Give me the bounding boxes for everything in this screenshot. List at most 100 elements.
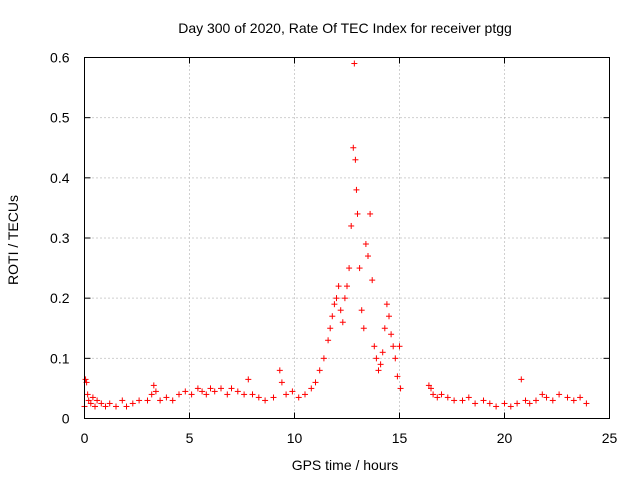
data-point [346, 265, 353, 272]
data-point [182, 388, 189, 395]
data-point [255, 394, 262, 401]
data-point [392, 355, 399, 362]
data-point [444, 394, 451, 401]
data-point [119, 397, 126, 404]
x-tick-label: 5 [186, 430, 194, 446]
data-point [377, 361, 384, 368]
data-point [353, 186, 360, 193]
data-point [480, 397, 487, 404]
chart-title: Day 300 of 2020, Rate Of TEC Index for r… [178, 20, 512, 36]
data-point [549, 397, 556, 404]
x-tick-label: 25 [602, 430, 618, 446]
data-point [577, 394, 584, 401]
data-point [176, 391, 182, 398]
data-point [352, 156, 359, 163]
x-tick-label: 10 [287, 430, 303, 446]
data-point [369, 277, 376, 284]
data-point [302, 391, 308, 398]
data-point [92, 403, 98, 410]
data-point [89, 394, 96, 401]
data-point [278, 379, 285, 386]
y-tick-label: 0.3 [50, 230, 70, 246]
data-point [564, 394, 571, 401]
axis-ticks [84, 57, 610, 419]
data-point [270, 394, 277, 401]
y-axis-label: ROTI / TECUs [5, 195, 21, 285]
data-point [102, 403, 109, 410]
data-point [316, 367, 323, 374]
data-point [438, 391, 445, 398]
y-tick-labels: 0 0.1 0.2 0.3 0.4 0.5 0.6 [50, 50, 70, 427]
data-point [526, 400, 533, 407]
data-point [245, 376, 252, 383]
data-point [169, 397, 176, 404]
data-point [556, 391, 563, 398]
y-tick-label: 0.6 [50, 50, 70, 66]
data-point [522, 397, 529, 404]
data-point [283, 391, 290, 398]
data-point [543, 394, 550, 401]
data-point [203, 391, 210, 398]
data-point [341, 295, 348, 302]
data-point [501, 400, 508, 407]
x-axis-label: GPS time / hours [292, 457, 399, 473]
data-point [570, 397, 577, 404]
data-point [425, 382, 432, 389]
data-point [390, 343, 397, 350]
data-point [514, 400, 521, 407]
data-point [459, 397, 466, 404]
data-point [295, 394, 302, 401]
data-point [228, 385, 235, 392]
data-point [289, 388, 296, 395]
data-point [493, 403, 500, 410]
data-point [224, 391, 231, 398]
data-point [351, 60, 358, 67]
data-point [397, 385, 404, 392]
data-point [249, 391, 256, 398]
data-point [350, 144, 357, 151]
y-tick-label: 0.1 [50, 350, 70, 366]
data-point [85, 397, 92, 404]
data-point [262, 397, 269, 404]
data-point [211, 388, 218, 395]
plot-frame [84, 57, 610, 419]
data-point [335, 283, 342, 290]
data-point [430, 391, 437, 398]
data-point [82, 376, 89, 383]
data-points [81, 60, 590, 410]
data-point [451, 397, 458, 404]
data-point [308, 385, 315, 392]
data-point [339, 319, 346, 326]
y-tick-label: 0 [62, 411, 70, 427]
x-tick-label: 0 [81, 430, 89, 446]
data-point [331, 301, 338, 308]
data-point [486, 400, 493, 407]
data-point [234, 388, 241, 395]
data-point [354, 210, 361, 217]
data-point [533, 397, 539, 404]
data-point [163, 394, 170, 401]
data-point [388, 331, 395, 338]
data-point [375, 367, 382, 374]
data-point [144, 397, 151, 404]
x-tick-label: 15 [392, 430, 408, 446]
data-point [241, 391, 248, 398]
data-point [367, 210, 374, 217]
data-point [386, 313, 392, 320]
data-point [327, 325, 334, 332]
data-point [188, 391, 195, 398]
grid-lines [84, 57, 610, 419]
data-point [379, 349, 386, 356]
data-point [337, 307, 344, 314]
data-point [136, 397, 143, 404]
data-point [434, 394, 441, 401]
data-point [329, 313, 336, 320]
data-point [396, 343, 403, 350]
data-point [344, 283, 350, 290]
data-point [348, 222, 355, 229]
data-point [113, 403, 119, 410]
data-point [371, 343, 378, 350]
data-point [87, 400, 94, 407]
data-point [356, 265, 363, 272]
